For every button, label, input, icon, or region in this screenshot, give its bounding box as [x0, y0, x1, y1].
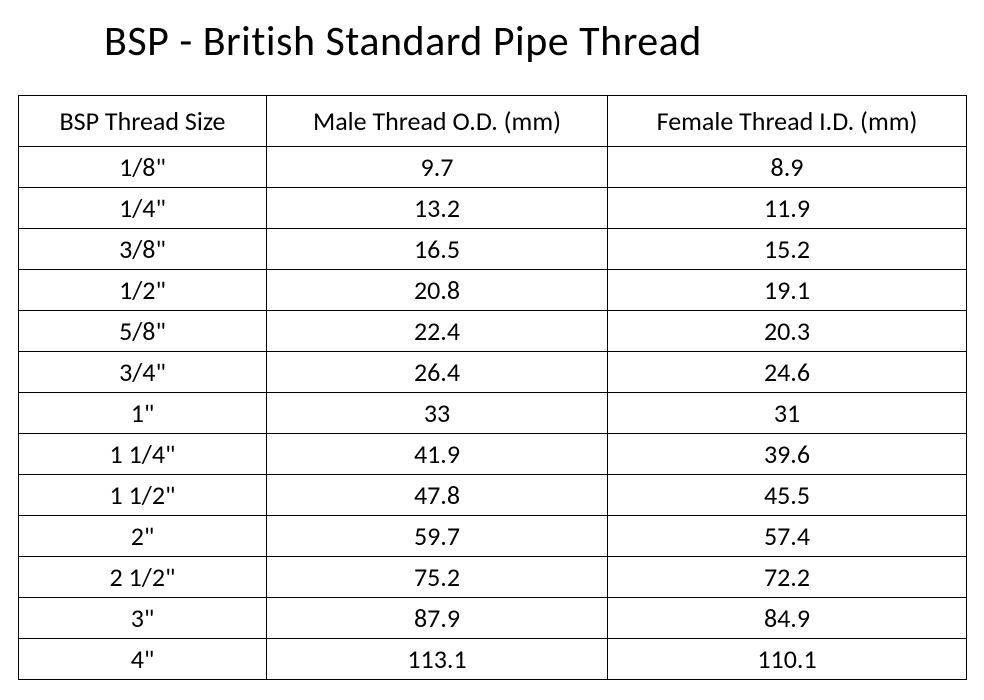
cell-male-od: 26.4	[267, 352, 608, 393]
table-row: 2" 59.7 57.4	[19, 516, 967, 557]
cell-thread-size: 1 1/2"	[19, 475, 267, 516]
cell-thread-size: 3"	[19, 598, 267, 639]
cell-female-id: 11.9	[608, 188, 967, 229]
cell-female-id: 8.9	[608, 147, 967, 188]
cell-male-od: 9.7	[267, 147, 608, 188]
bsp-thread-table: BSP Thread Size Male Thread O.D. (mm) Fe…	[18, 95, 967, 680]
table-row: 1 1/4" 41.9 39.6	[19, 434, 967, 475]
table-row: 2 1/2" 75.2 72.2	[19, 557, 967, 598]
cell-thread-size: 1/8"	[19, 147, 267, 188]
cell-thread-size: 1 1/4"	[19, 434, 267, 475]
cell-male-od: 20.8	[267, 270, 608, 311]
cell-female-id: 19.1	[608, 270, 967, 311]
page-container: BSP - British Standard Pipe Thread BSP T…	[0, 0, 984, 680]
col-header-female-id: Female Thread I.D. (mm)	[608, 96, 967, 147]
cell-male-od: 47.8	[267, 475, 608, 516]
cell-thread-size: 3/8"	[19, 229, 267, 270]
table-row: 1/4" 13.2 11.9	[19, 188, 967, 229]
cell-thread-size: 1/2"	[19, 270, 267, 311]
cell-male-od: 75.2	[267, 557, 608, 598]
table-row: 3/4" 26.4 24.6	[19, 352, 967, 393]
cell-female-id: 39.6	[608, 434, 967, 475]
cell-male-od: 33	[267, 393, 608, 434]
table-row: 4" 113.1 110.1	[19, 639, 967, 680]
table-row: 1/2" 20.8 19.1	[19, 270, 967, 311]
table-row: 3/8" 16.5 15.2	[19, 229, 967, 270]
cell-female-id: 45.5	[608, 475, 967, 516]
cell-female-id: 84.9	[608, 598, 967, 639]
cell-male-od: 113.1	[267, 639, 608, 680]
col-header-male-od: Male Thread O.D. (mm)	[267, 96, 608, 147]
table-row: 5/8" 22.4 20.3	[19, 311, 967, 352]
cell-female-id: 57.4	[608, 516, 967, 557]
table-row: 3" 87.9 84.9	[19, 598, 967, 639]
cell-thread-size: 4"	[19, 639, 267, 680]
table-row: 1/8" 9.7 8.9	[19, 147, 967, 188]
table-row: 1 1/2" 47.8 45.5	[19, 475, 967, 516]
col-header-thread-size: BSP Thread Size	[19, 96, 267, 147]
cell-thread-size: 3/4"	[19, 352, 267, 393]
cell-male-od: 41.9	[267, 434, 608, 475]
cell-thread-size: 2"	[19, 516, 267, 557]
cell-male-od: 22.4	[267, 311, 608, 352]
table-header-row: BSP Thread Size Male Thread O.D. (mm) Fe…	[19, 96, 967, 147]
cell-female-id: 31	[608, 393, 967, 434]
cell-thread-size: 1/4"	[19, 188, 267, 229]
cell-male-od: 13.2	[267, 188, 608, 229]
cell-thread-size: 1"	[19, 393, 267, 434]
cell-thread-size: 5/8"	[19, 311, 267, 352]
cell-female-id: 15.2	[608, 229, 967, 270]
cell-female-id: 24.6	[608, 352, 967, 393]
cell-thread-size: 2 1/2"	[19, 557, 267, 598]
page-title: BSP - British Standard Pipe Thread	[104, 16, 966, 67]
table-row: 1" 33 31	[19, 393, 967, 434]
cell-male-od: 16.5	[267, 229, 608, 270]
cell-female-id: 20.3	[608, 311, 967, 352]
cell-female-id: 72.2	[608, 557, 967, 598]
cell-male-od: 59.7	[267, 516, 608, 557]
cell-male-od: 87.9	[267, 598, 608, 639]
cell-female-id: 110.1	[608, 639, 967, 680]
